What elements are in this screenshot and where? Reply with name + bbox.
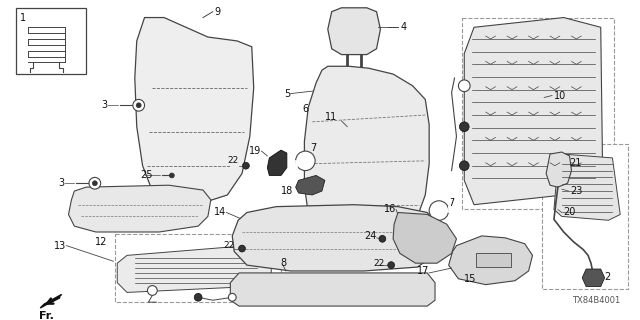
Text: 15: 15 [464, 274, 476, 284]
Polygon shape [393, 212, 456, 263]
Text: 24: 24 [364, 231, 376, 241]
Polygon shape [344, 76, 348, 105]
Polygon shape [268, 150, 287, 175]
Text: 9: 9 [215, 7, 221, 17]
Circle shape [379, 236, 386, 242]
Polygon shape [305, 66, 429, 238]
Text: 18: 18 [280, 186, 292, 196]
Text: 3: 3 [101, 100, 108, 110]
Text: 7: 7 [449, 198, 455, 208]
Circle shape [460, 161, 469, 171]
Polygon shape [328, 8, 380, 55]
Circle shape [243, 162, 250, 169]
Polygon shape [449, 236, 532, 284]
Polygon shape [464, 18, 603, 205]
Text: 2: 2 [605, 272, 611, 282]
Circle shape [458, 80, 470, 92]
Text: 13: 13 [54, 241, 67, 251]
Circle shape [228, 293, 236, 301]
Circle shape [429, 201, 449, 220]
Text: 17: 17 [417, 266, 429, 276]
Polygon shape [68, 185, 211, 232]
Circle shape [92, 181, 97, 186]
Circle shape [133, 100, 145, 111]
Text: 14: 14 [214, 207, 227, 218]
Polygon shape [40, 294, 61, 308]
Polygon shape [232, 205, 437, 271]
Text: Fr.: Fr. [38, 311, 54, 320]
Text: 12: 12 [95, 237, 107, 247]
Text: 19: 19 [249, 146, 262, 156]
Text: 10: 10 [554, 91, 566, 100]
Text: 5: 5 [285, 89, 291, 99]
Polygon shape [117, 246, 271, 292]
Text: 7: 7 [310, 143, 317, 153]
Polygon shape [554, 154, 620, 220]
Text: 21: 21 [570, 158, 582, 168]
Polygon shape [546, 152, 572, 187]
Circle shape [239, 245, 245, 252]
Circle shape [136, 103, 141, 108]
Bar [462, 18, 614, 209]
Text: 23: 23 [570, 186, 583, 196]
Polygon shape [135, 18, 253, 203]
Bar [476, 253, 511, 267]
Bar [542, 144, 628, 289]
Polygon shape [582, 269, 605, 287]
Text: 20: 20 [564, 207, 576, 218]
Text: 3: 3 [58, 178, 65, 188]
Text: 25: 25 [140, 171, 152, 180]
Text: 16: 16 [384, 204, 396, 213]
Polygon shape [230, 273, 435, 306]
Text: 22: 22 [228, 156, 239, 165]
Text: 11: 11 [325, 112, 337, 122]
Text: 22: 22 [223, 241, 234, 250]
Circle shape [296, 151, 315, 171]
Text: 1: 1 [20, 12, 26, 22]
Bar [115, 234, 281, 302]
Circle shape [170, 173, 174, 178]
Circle shape [195, 293, 202, 301]
Circle shape [460, 122, 469, 132]
Polygon shape [354, 76, 359, 105]
Text: 22: 22 [373, 259, 385, 268]
Bar [16, 8, 86, 74]
Text: 4: 4 [401, 22, 407, 32]
Polygon shape [296, 175, 325, 195]
Circle shape [89, 177, 100, 189]
Circle shape [388, 262, 395, 268]
Text: 6: 6 [302, 104, 308, 114]
Text: TX84B4001: TX84B4001 [572, 296, 620, 305]
Circle shape [147, 286, 157, 295]
Text: 8: 8 [280, 258, 286, 268]
